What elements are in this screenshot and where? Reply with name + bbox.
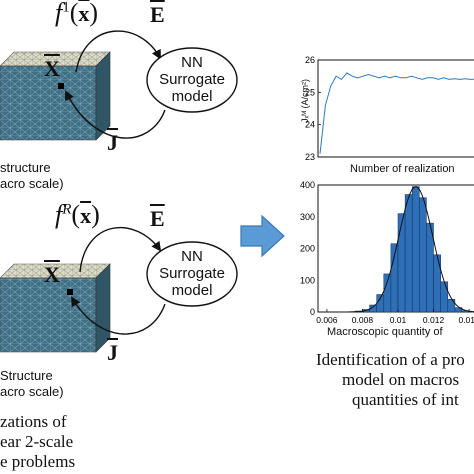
top-x-label: X (44, 56, 60, 81)
bottom-x-label: X (44, 262, 60, 287)
histogram-xlabel: Macroscopic quantity of (327, 326, 443, 338)
bottom-j-label: J (107, 340, 118, 365)
bottom-nn-text: NN Surrogate model (159, 248, 225, 299)
histogram-bar (447, 299, 456, 313)
line-chart-xlabel: Number of realization (350, 163, 455, 175)
line-ytick-label: 23 (305, 152, 315, 162)
histogram-xtick-label: 0.008 (352, 315, 374, 325)
bottom-func-label: fR(x) (55, 200, 100, 229)
histogram-ytick-label: 100 (300, 275, 315, 285)
top-func-label: f1(x) (55, 0, 99, 27)
bottom-structure-caption: Structure acro scale) (0, 368, 64, 399)
line-chart-ylabel: Jₓᴹ (A/cm²) (300, 78, 311, 124)
histogram-bar (376, 294, 385, 313)
line-ytick-label: 26 (305, 55, 315, 65)
histogram-bar (404, 194, 413, 313)
histogram-xtick-label: 0.01 (390, 315, 407, 325)
top-e-label: E (150, 2, 165, 27)
bottom-e-label: E (150, 206, 165, 231)
bottom-loop-arrows (70, 227, 166, 335)
left-caption: zations of ear 2-scale e problems (0, 412, 76, 471)
top-loop-arrows (65, 30, 166, 139)
histogram-bar (411, 186, 420, 313)
histogram-chart: 0 100 200 300 400 0.006 0.008 0.01 0.012 0.014 (300, 180, 474, 325)
histogram-ytick-label: 300 (300, 212, 315, 222)
line-ytick-label: 25 (305, 87, 315, 97)
histogram-bar (419, 197, 427, 313)
line-ytick-label: 24 (305, 120, 315, 130)
histogram-ytick-label: 200 (300, 244, 315, 254)
histogram-ytick-label: 400 (300, 180, 315, 190)
top-j-label: J (107, 130, 118, 155)
histogram-ytick-label: 0 (310, 307, 315, 317)
histogram-bar (454, 307, 463, 313)
histogram-bar (440, 281, 449, 313)
histogram-xtick-label: 0.014 (458, 315, 474, 325)
transition-arrow (240, 214, 285, 258)
right-caption: Identification of a pro model on macros … (316, 350, 465, 409)
histogram-bar (383, 273, 392, 313)
histogram-bar (433, 254, 441, 313)
histogram-bar (397, 213, 406, 313)
bottom-nn-ellipse (146, 241, 238, 307)
histogram-fit-curve (318, 186, 474, 313)
histogram-xtick-label: 0.012 (423, 315, 445, 325)
line-chart-frame (317, 59, 474, 158)
top-structure-caption: structure acro scale) (0, 160, 64, 191)
line-series (319, 72, 474, 154)
top-nn-text: NN Surrogate model (159, 54, 225, 105)
top-nn-ellipse (146, 47, 238, 113)
line-chart: 23 24 25 26 (305, 55, 474, 162)
histogram-xtick-label: 0.006 (316, 315, 338, 325)
top-structure-mesh (0, 51, 111, 141)
